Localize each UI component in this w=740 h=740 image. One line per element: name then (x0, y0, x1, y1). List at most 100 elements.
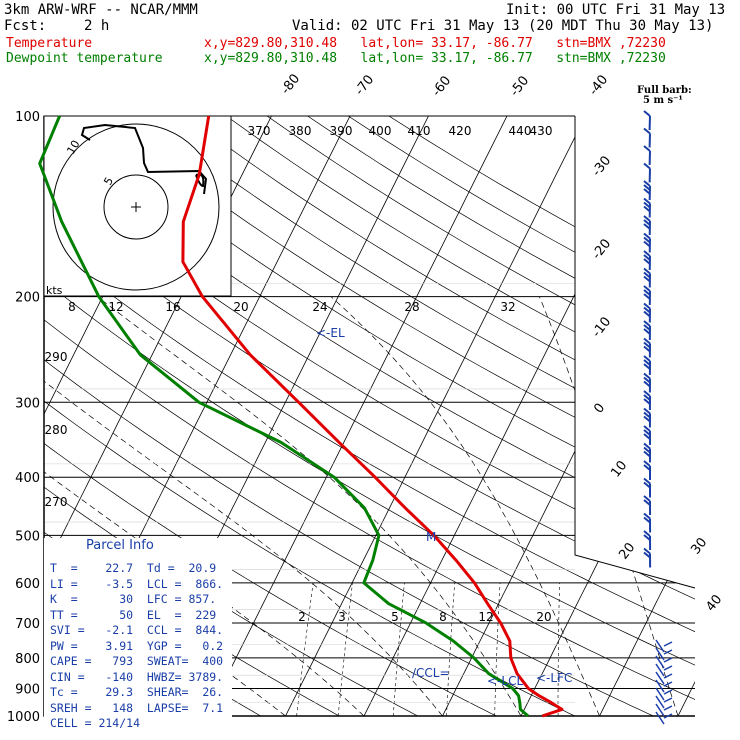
parcel-info-row: CAPE = 793 SWEAT= 400 (50, 654, 224, 668)
forecast-hours: 2 h (84, 18, 110, 34)
wind-barb-flag (643, 223, 651, 230)
dry-adiabat (226, 116, 695, 716)
isotherm (677, 116, 695, 716)
wind-barb-flag (663, 713, 673, 719)
wind-barb-flag (643, 499, 651, 506)
wind-barb-flag (643, 551, 651, 559)
wind-barb-flag (643, 162, 651, 170)
isotherm-label: 0 (591, 401, 608, 417)
moist-adiabat (44, 296, 286, 716)
wind-barb-flag (643, 446, 651, 454)
parcel-info-row: CELL = 214/14 (50, 716, 141, 730)
wind-barb-flag (663, 641, 673, 647)
isotherm-label: 30 (688, 535, 710, 557)
wind-barb-flag (643, 320, 651, 327)
wind-barb-flag (643, 464, 651, 471)
wind-barb (655, 679, 665, 693)
wind-barb-flag (643, 289, 651, 296)
pressure-tick-label: 500 (15, 529, 40, 544)
dewpoint-legend-info: x,y=829.80,310.48 lat,lon= 33.17, -86.77… (204, 51, 666, 66)
wind-barb-flag (643, 481, 651, 489)
wind-barb-flag (643, 215, 651, 222)
temperature-legend-info: x,y=829.80,310.48 lat,lon= 33.17, -86.77… (204, 36, 666, 51)
isotherm (363, 116, 665, 716)
hodograph-speed-label: 16 (165, 300, 180, 314)
pressure-tick-label: 1000 (7, 710, 40, 725)
wind-barb-flag (643, 433, 651, 440)
wind-barb-flag (643, 516, 651, 524)
wind-barb-flag (663, 697, 673, 703)
dry-adiabat (44, 116, 695, 716)
wind-barb-flag (663, 649, 673, 655)
hodograph-ring (52, 123, 220, 291)
wind-barb-flag (643, 188, 651, 195)
theta-label: 430 (530, 124, 553, 138)
dry-adiabat (63, 116, 695, 716)
theta-label: 380 (289, 124, 312, 138)
wind-barb-flag (643, 390, 651, 397)
isotherm-label: 10 (608, 458, 630, 480)
pressure-tick-label: 400 (15, 471, 40, 486)
theta-label: 280 (45, 423, 68, 437)
isotherm (520, 116, 695, 716)
theta-label: 420 (449, 124, 472, 138)
wind-barb-flag (643, 477, 651, 485)
level-annotation: <-LCL (487, 674, 523, 688)
wind-barb-flag (643, 442, 651, 450)
wind-barb-flag (643, 219, 651, 226)
wind-barb-flag (663, 689, 673, 695)
wind-barb-flag (643, 450, 651, 458)
parcel-info-title: Parcel Info (86, 538, 154, 553)
wind-barb-flag (663, 657, 673, 663)
pressure-tick-label: 300 (15, 396, 40, 411)
wind-barb-flag (643, 271, 651, 279)
parcel-info-row: SREH = 148 LAPSE= 7.1 (50, 700, 224, 715)
wind-barb-flag (643, 530, 651, 537)
wind-barb-flag (643, 345, 651, 353)
pressure-tick-label: 900 (15, 683, 40, 698)
wind-barb-flag (643, 363, 651, 370)
theta-label: 400 (369, 124, 392, 138)
wind-barb-flag (643, 267, 651, 275)
parcel-info-panel: Parcel Info T = 22.7 Td = 20.9 LI = -3.5 … (44, 538, 232, 730)
wind-barb-flag (643, 236, 651, 244)
plot-border-right (574, 116, 696, 589)
wind-barb-flag (663, 673, 673, 679)
valid-time: Valid: 02 UTC Fri 31 May 13 (20 MDT Thu … (292, 18, 714, 34)
sounding-series (38, 115, 564, 718)
level-annotation: M (426, 530, 436, 544)
mixing-ratio-label: 12 (478, 610, 493, 624)
theta-label: 270 (45, 495, 68, 509)
wind-barb-flag (643, 407, 651, 415)
parcel-info-row: SVI = -2.1 CCL = 844. (50, 623, 224, 637)
moist-adiabat (330, 296, 600, 716)
wind-barb-flag (643, 275, 651, 283)
wind-barb (655, 711, 665, 725)
isotherm (206, 116, 508, 716)
mixing-ratio-line (446, 582, 455, 716)
isotherm (44, 116, 194, 716)
wind-barb-flag (643, 205, 651, 213)
wind-barb-flag (643, 258, 651, 265)
mixing-ratio-label: 5 (391, 610, 399, 624)
wind-barb-flag (643, 110, 651, 117)
wind-barb-flag (643, 250, 651, 257)
wind-barb-flag (643, 197, 651, 205)
wind-barb-flag (643, 302, 651, 310)
isotherm (285, 116, 586, 716)
barb-legend-units: 5 m s⁻¹ (643, 95, 683, 106)
parcel-info-row: T = 22.7 Td = 20.9 (50, 561, 217, 575)
isotherm-label: -10 (589, 314, 614, 340)
mixing-ratio-line (392, 582, 405, 716)
wind-barb-flag (643, 145, 651, 152)
wind-barb (655, 703, 665, 717)
wind-barb (655, 687, 665, 701)
pressure-tick-label: 100 (15, 110, 40, 125)
hodograph-trace (80, 123, 208, 195)
hodograph-units: kts (46, 284, 63, 297)
mixing-ratio-line (337, 582, 353, 716)
isotherm-label: -20 (589, 236, 614, 262)
dry-adiabat (44, 116, 695, 716)
isotherm-label: -70 (352, 72, 377, 98)
isotherm-label: -30 (589, 153, 614, 179)
